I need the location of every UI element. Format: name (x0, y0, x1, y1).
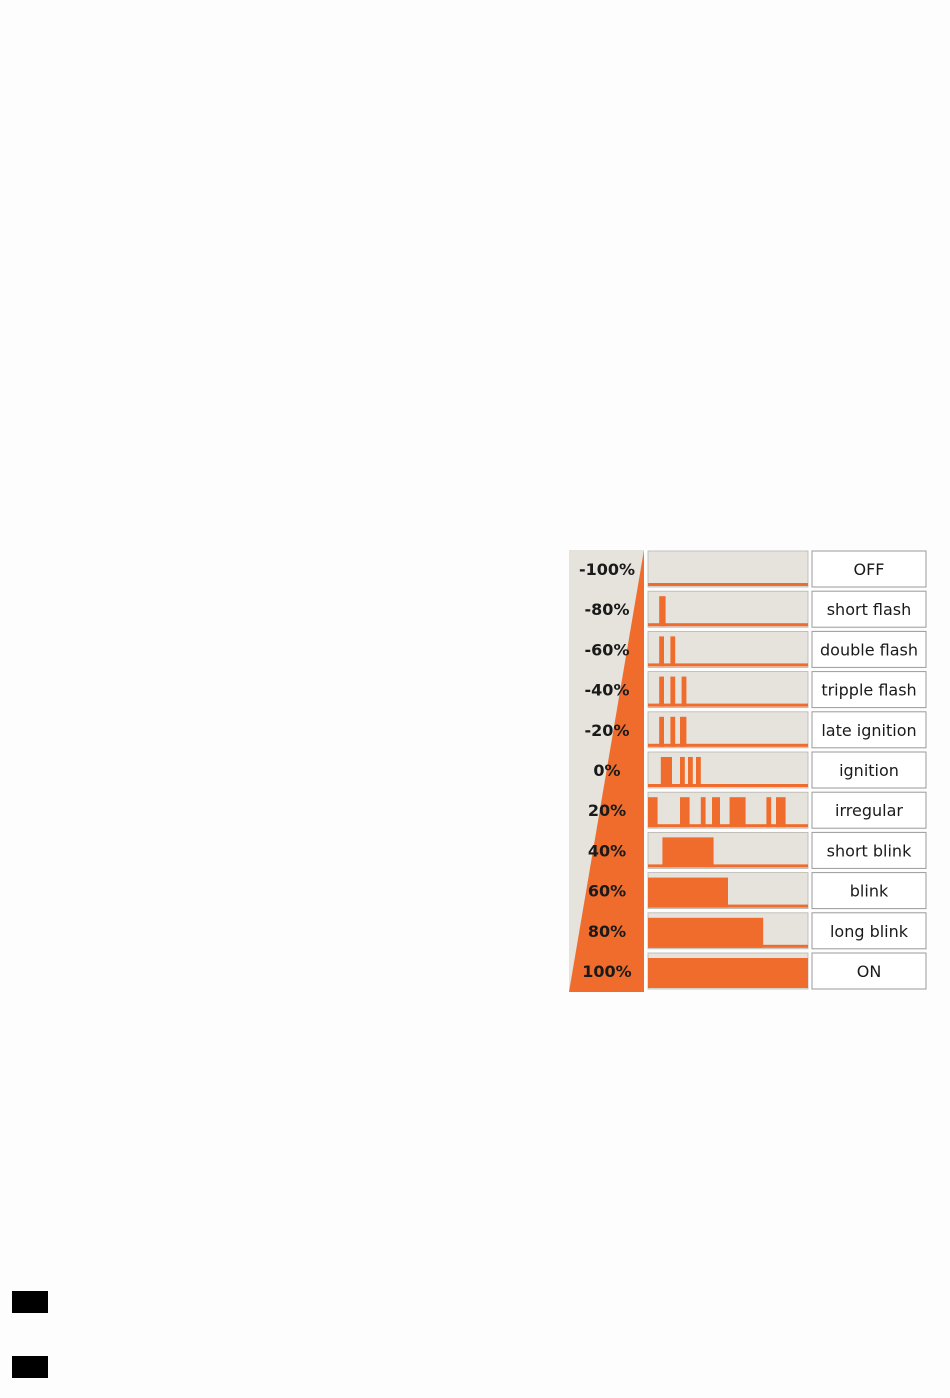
waveform-pulse (670, 636, 676, 667)
mode-row: -80% short flash (585, 590, 927, 628)
mode-label-box (811, 751, 927, 789)
mode-label: short flash (827, 600, 912, 619)
mode-label-box (811, 671, 927, 709)
mode-row: -20% late ignition (585, 711, 927, 749)
waveform-pulse (729, 797, 746, 828)
mode-row: 20% irregular (588, 791, 927, 829)
mode-label-box (811, 630, 927, 668)
diagram-canvas: -100% OFF-80% short flash-60% double flash-… (569, 550, 927, 992)
mode-row: 60% blink (588, 872, 927, 910)
black-square-icon (12, 1291, 48, 1313)
waveform-pulse (659, 636, 664, 667)
waveform-panel (647, 590, 809, 628)
waveform-pulse (712, 797, 720, 828)
mode-label-box (811, 912, 927, 950)
mode-row: 40% short blink (588, 831, 927, 869)
waveform-panel (647, 831, 809, 869)
percent-label: -80% (585, 600, 630, 619)
mode-label-box (811, 711, 927, 749)
waveform-panel (647, 711, 809, 749)
mode-row: -60% double flash (585, 630, 927, 668)
mode-label: ON (857, 962, 882, 981)
mode-label-box (811, 872, 927, 910)
mode-label: tripple flash (821, 681, 916, 700)
waveform-panel (647, 952, 809, 990)
ramp-column (569, 550, 644, 992)
waveform-background (647, 550, 809, 588)
mode-label: blink (850, 882, 889, 901)
waveform-baseline (648, 824, 808, 828)
waveform-pulse (680, 716, 687, 747)
mode-label-box (811, 831, 927, 869)
mode-label: late ignition (821, 721, 916, 740)
waveform-baseline (648, 784, 808, 787)
waveform-baseline (648, 864, 808, 868)
waveform-pulse (696, 757, 701, 787)
waveform-pulse (670, 716, 676, 747)
waveform-pulse (648, 917, 764, 948)
waveform-pulse (660, 757, 672, 787)
percent-label: 60% (588, 882, 626, 901)
waveform-pulse (776, 797, 786, 828)
mode-row: 100% ON (582, 952, 927, 990)
waveform-pulse (648, 877, 728, 908)
waveform-pulse (680, 797, 690, 828)
percent-label: -100% (579, 560, 635, 579)
mode-rows: -100% OFF-80% short flash-60% double flash-… (579, 550, 927, 990)
percent-label: -20% (585, 721, 630, 740)
percent-label: -40% (585, 681, 630, 700)
waveform-baseline (648, 623, 808, 627)
waveform-pulse (659, 716, 664, 747)
percent-label: 0% (593, 761, 620, 780)
triangle-ramp-icon (569, 550, 644, 992)
mode-row: -100% OFF (579, 550, 927, 588)
percent-label: 100% (582, 962, 631, 981)
mode-label-box (811, 590, 927, 628)
black-square-icon (12, 1356, 48, 1378)
waveform-baseline (648, 743, 808, 747)
waveform-panel (647, 550, 809, 588)
waveform-pulse (688, 757, 693, 787)
mode-label-box (811, 952, 927, 990)
mode-label: ignition (839, 761, 899, 780)
waveform-panel (647, 791, 809, 829)
mode-label: irregular (835, 801, 903, 820)
percent-label: 80% (588, 922, 626, 941)
waveform-pulse (659, 676, 664, 707)
waveform-background (647, 751, 809, 789)
waveform-pulse (766, 797, 772, 828)
waveform-pulse (659, 596, 666, 627)
mode-label: short blink (827, 841, 912, 860)
waveform-background (647, 590, 809, 628)
mode-row: -40% tripple flash (585, 671, 927, 709)
mode-row: 80% long blink (588, 912, 927, 950)
waveform-panel (647, 751, 809, 789)
percent-label: 20% (588, 801, 626, 820)
waveform-baseline (648, 703, 808, 707)
mode-label: double flash (820, 640, 918, 659)
waveform-pulse (681, 676, 687, 707)
waveform-pulse (670, 676, 676, 707)
waveform-pulse (648, 958, 808, 988)
percent-label: 40% (588, 841, 626, 860)
waveform-pulse (662, 837, 714, 868)
waveform-pulse (700, 797, 706, 828)
mode-label: long blink (830, 922, 909, 941)
mode-label: OFF (854, 560, 885, 579)
mode-label-box (811, 791, 927, 829)
mode-row: 0% ignition (593, 751, 927, 789)
waveform-baseline (648, 663, 808, 667)
waveform-panel (647, 631, 809, 668)
percent-label: -60% (585, 640, 630, 659)
waveform-pulse (648, 797, 658, 828)
waveform-panel (647, 671, 809, 708)
brightness-mode-diagram: -100% OFF -80% short flash -60% double flash -… (569, 550, 927, 992)
mode-label-box (811, 550, 927, 588)
waveform-baseline (648, 583, 808, 586)
waveform-panel (647, 872, 809, 910)
waveform-panel (647, 912, 809, 950)
waveform-pulse (680, 757, 685, 787)
